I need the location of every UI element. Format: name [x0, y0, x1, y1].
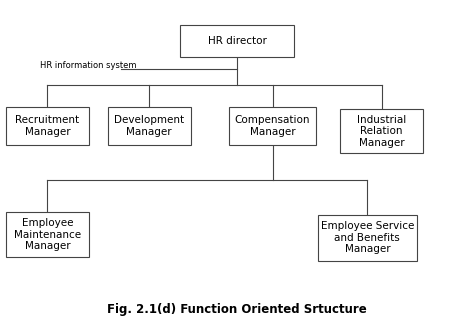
Text: Employee Service
and Benefits
Manager: Employee Service and Benefits Manager: [321, 221, 414, 255]
Text: Development
Manager: Development Manager: [114, 115, 184, 137]
Text: Compensation
Manager: Compensation Manager: [235, 115, 310, 137]
Text: HR director: HR director: [208, 36, 266, 46]
Text: Industrial
Relation
Manager: Industrial Relation Manager: [357, 114, 406, 148]
FancyBboxPatch shape: [6, 212, 89, 257]
FancyBboxPatch shape: [228, 108, 316, 145]
FancyBboxPatch shape: [6, 108, 89, 145]
Text: Employee
Maintenance
Manager: Employee Maintenance Manager: [14, 218, 81, 251]
FancyBboxPatch shape: [318, 215, 417, 261]
Text: Recruitment
Manager: Recruitment Manager: [15, 115, 80, 137]
Text: HR information system: HR information system: [40, 61, 137, 70]
Text: Fig. 2.1(d) Function Oriented Srtucture: Fig. 2.1(d) Function Oriented Srtucture: [107, 303, 367, 317]
FancyBboxPatch shape: [340, 109, 423, 154]
FancyBboxPatch shape: [108, 108, 191, 145]
FancyBboxPatch shape: [180, 26, 294, 56]
